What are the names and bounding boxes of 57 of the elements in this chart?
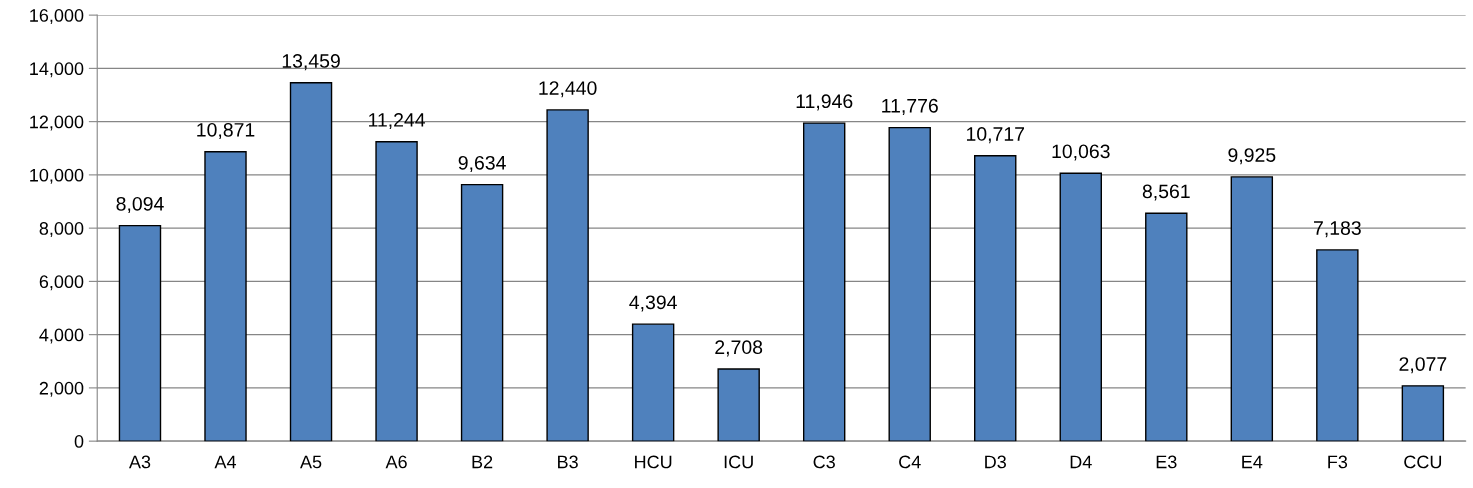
bar xyxy=(1401,385,1445,442)
x-tick-label: A4 xyxy=(214,455,237,469)
y-tick-label: 14,000 xyxy=(30,62,84,78)
data-label: 11,946 xyxy=(796,94,853,111)
x-tick-label: F3 xyxy=(1328,455,1348,469)
data-label: 11,244 xyxy=(369,113,426,130)
y-tick-label: 12,000 xyxy=(30,115,84,131)
data-label: 13,459 xyxy=(282,54,340,71)
data-label: 2,077 xyxy=(1399,357,1447,374)
bar xyxy=(717,368,760,442)
y-tick-label: 6,000 xyxy=(39,275,84,291)
data-label: 11,776 xyxy=(882,98,938,115)
data-label: 8,094 xyxy=(116,196,164,213)
x-tick-label: E3 xyxy=(1156,455,1177,469)
bar xyxy=(1059,172,1102,442)
data-label: 9,925 xyxy=(1228,148,1276,165)
data-label: 12,440 xyxy=(539,81,597,98)
x-tick-label: A6 xyxy=(385,455,407,469)
x-tick-label: ICU xyxy=(724,455,753,469)
x-tick-label: D3 xyxy=(985,455,1006,469)
bar xyxy=(375,141,418,442)
bar xyxy=(289,82,333,442)
bar xyxy=(1145,212,1188,442)
x-tick-label: HCU xyxy=(635,455,672,469)
x-tick-label: D4 xyxy=(1070,455,1092,469)
data-label: 9,634 xyxy=(458,155,506,172)
y-tick-label: 4,000 xyxy=(39,328,84,344)
x-tick-label: A3 xyxy=(128,455,151,469)
data-label: 10,717 xyxy=(966,127,1024,144)
y-tick-label: 0 xyxy=(74,435,84,448)
bar xyxy=(802,122,846,442)
y-tick-label: 16,000 xyxy=(30,9,84,24)
bar xyxy=(1316,249,1359,442)
data-label: 7,183 xyxy=(1314,221,1361,238)
bar xyxy=(546,109,589,442)
x-tick-label: B3 xyxy=(558,455,578,469)
data-label: 4,394 xyxy=(629,295,677,312)
bar xyxy=(118,224,162,442)
bar xyxy=(974,155,1017,442)
data-label: 8,561 xyxy=(1142,184,1190,201)
x-tick-label: A5 xyxy=(300,455,322,469)
bar xyxy=(1230,176,1274,442)
y-tick-label: 8,000 xyxy=(39,222,84,237)
bar xyxy=(460,183,504,442)
data-label: 2,708 xyxy=(715,340,763,357)
x-tick-label: CCU xyxy=(1404,455,1442,469)
y-tick-label: 2,000 xyxy=(39,381,84,397)
x-tick-label: C3 xyxy=(813,455,835,469)
bar xyxy=(204,151,247,442)
y-tick-label: 10,000 xyxy=(30,168,84,184)
data-label: 10,871 xyxy=(197,122,255,140)
x-tick-label: B2 xyxy=(472,455,493,469)
bar xyxy=(631,323,675,442)
bar xyxy=(888,126,931,442)
data-label: 10,063 xyxy=(1052,144,1110,161)
x-tick-label: C4 xyxy=(899,455,921,469)
x-tick-label: E4 xyxy=(1242,455,1263,469)
